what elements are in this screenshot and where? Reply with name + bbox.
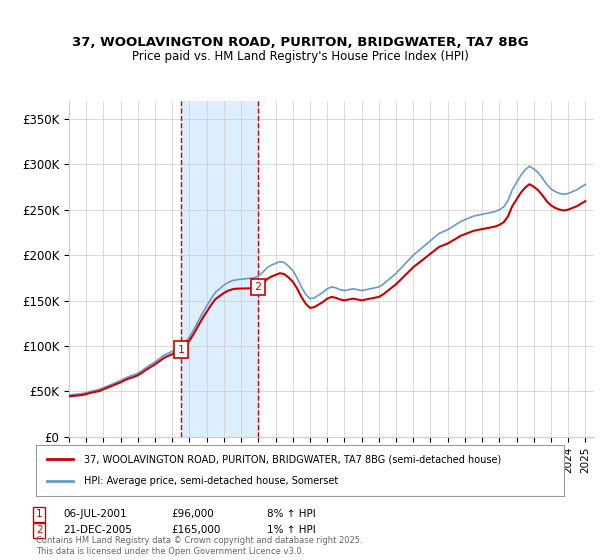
Text: £165,000: £165,000 <box>171 525 220 535</box>
Text: 2: 2 <box>36 525 43 535</box>
Text: 8% ↑ HPI: 8% ↑ HPI <box>267 510 316 520</box>
Text: 1: 1 <box>36 510 43 520</box>
Text: 21-DEC-2005: 21-DEC-2005 <box>63 525 132 535</box>
Text: 37, WOOLAVINGTON ROAD, PURITON, BRIDGWATER, TA7 8BG (semi-detached house): 37, WOOLAVINGTON ROAD, PURITON, BRIDGWAT… <box>83 454 501 464</box>
Text: 37, WOOLAVINGTON ROAD, PURITON, BRIDGWATER, TA7 8BG: 37, WOOLAVINGTON ROAD, PURITON, BRIDGWAT… <box>71 36 529 49</box>
Text: 2: 2 <box>254 282 262 292</box>
Text: 06-JUL-2001: 06-JUL-2001 <box>63 510 127 520</box>
Text: Contains HM Land Registry data © Crown copyright and database right 2025.
This d: Contains HM Land Registry data © Crown c… <box>36 536 362 556</box>
Text: Price paid vs. HM Land Registry's House Price Index (HPI): Price paid vs. HM Land Registry's House … <box>131 50 469 63</box>
Text: 1% ↑ HPI: 1% ↑ HPI <box>267 525 316 535</box>
Bar <box>181 101 258 437</box>
Text: HPI: Average price, semi-detached house, Somerset: HPI: Average price, semi-detached house,… <box>83 477 338 487</box>
Text: 1: 1 <box>178 344 185 354</box>
Text: £96,000: £96,000 <box>171 510 214 520</box>
